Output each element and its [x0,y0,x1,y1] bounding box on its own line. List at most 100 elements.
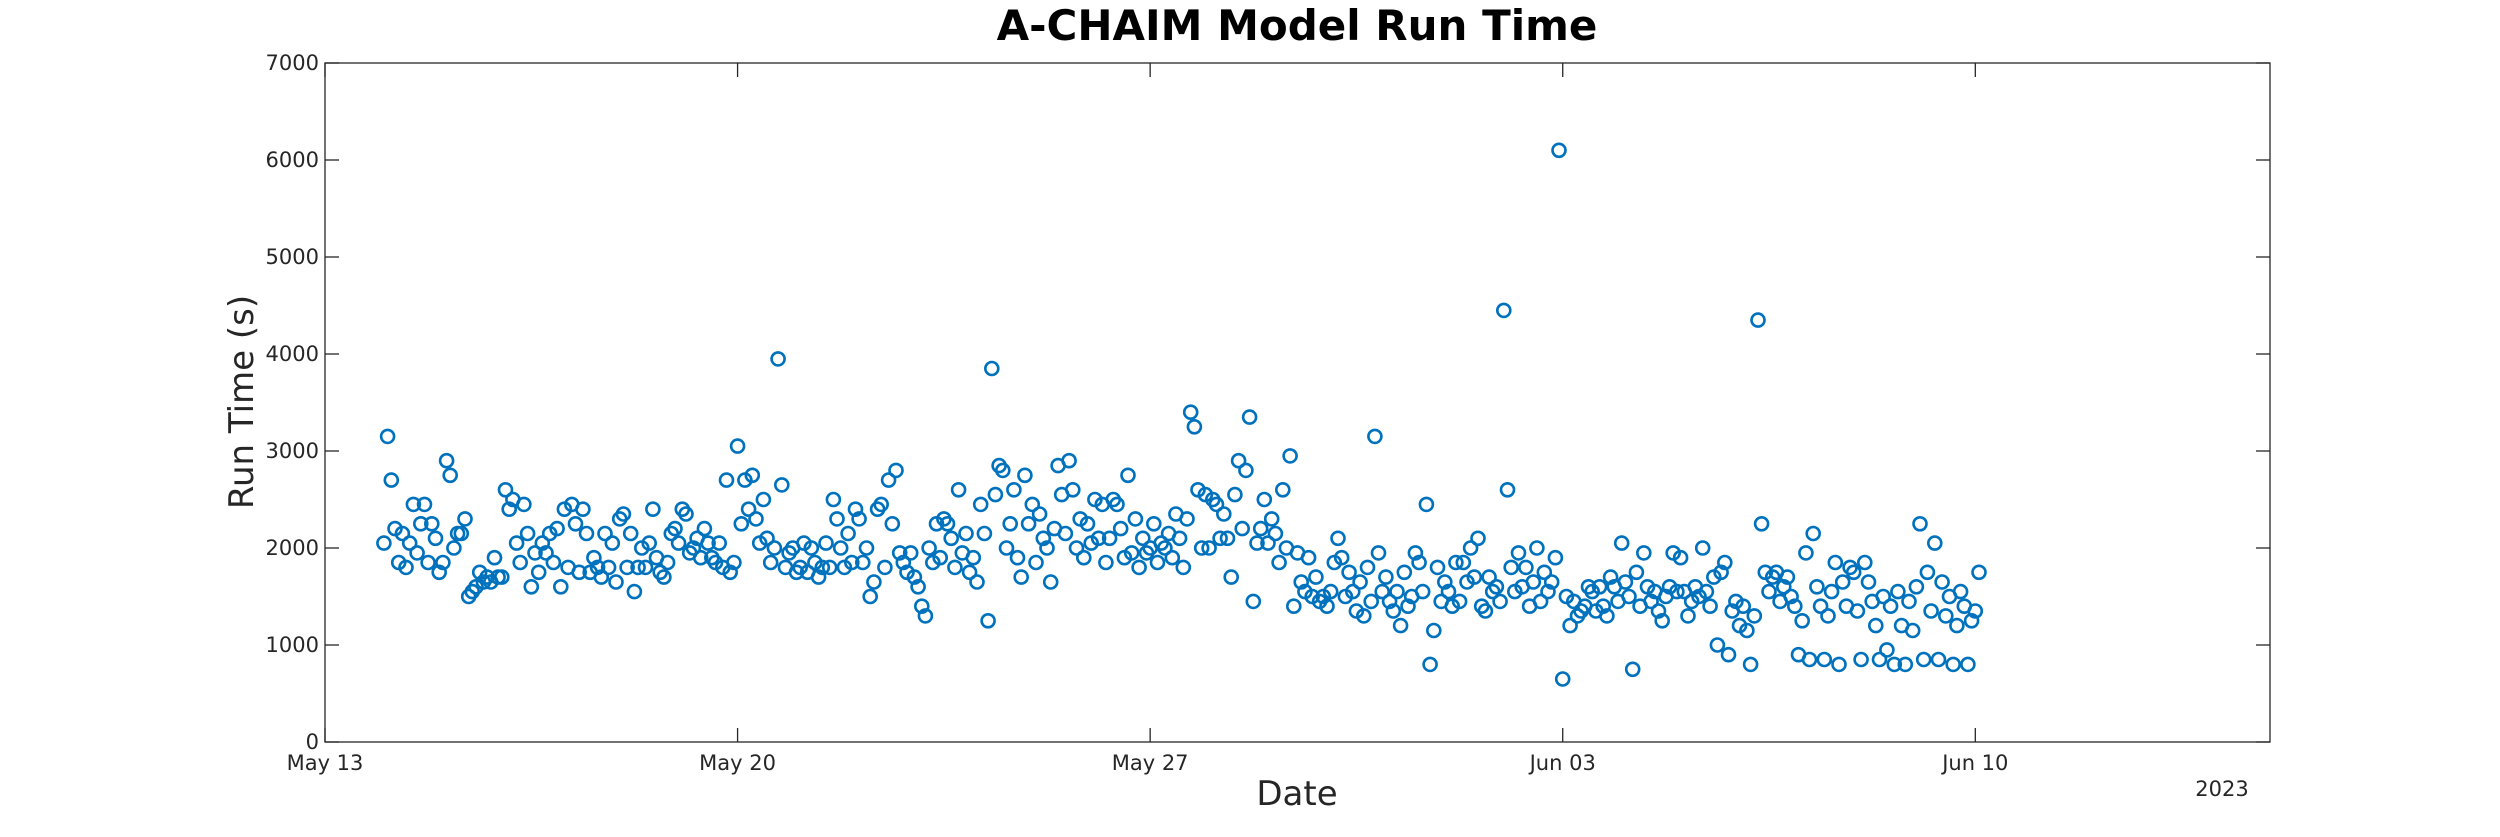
data-point [840,525,856,542]
data-point [748,511,764,527]
data-point [902,545,919,561]
data-point [1672,549,1689,566]
data-point [1801,651,1818,668]
data-point [1127,511,1144,527]
data-point [1039,540,1055,556]
data-point [1952,583,1969,600]
data-point [383,472,400,488]
data-point [1798,545,1814,561]
data-point [1857,554,1873,571]
data-point [1845,564,1862,581]
data-point [527,545,543,561]
data-point [1591,578,1608,595]
data-point [412,515,429,532]
data-point [435,554,451,571]
data-point [1919,564,1936,581]
data-point [519,525,536,542]
data-point [921,540,937,556]
data-point [821,559,838,576]
data-point [1621,588,1637,605]
data-point [1617,574,1634,590]
y-tick-label: 2000 [266,536,319,560]
data-point [431,564,448,581]
data-point [1503,559,1519,576]
data-point [670,535,687,551]
data-point [1385,603,1402,619]
data-point [1451,593,1468,610]
data-point [1175,559,1192,576]
data-point [608,574,624,590]
data-point [586,549,602,566]
data-point [1963,612,1980,629]
data-point [1098,554,1114,571]
data-point [1389,583,1405,600]
data-point [1879,642,1895,658]
data-point [895,554,912,571]
data-point [619,559,635,576]
data-point [1912,515,1928,532]
data-point [578,525,595,542]
data-point [1448,554,1464,571]
data-point [1179,511,1195,527]
data-point [998,540,1015,556]
x-tick-label: Jun 03 [1528,751,1596,775]
y-tick-label: 6000 [266,148,319,172]
data-point [1960,656,1976,673]
data-point [1529,540,1545,556]
y-axis-label: Run Time (s) [222,295,262,509]
data-point [1547,549,1564,566]
data-point [1271,554,1287,571]
data-point [1971,564,1987,581]
data-point [637,559,654,576]
data-point [1595,598,1611,615]
plot-area [324,62,2271,743]
data-point [567,515,584,532]
data-point [1164,549,1181,566]
data-point [1599,608,1615,624]
data-point [1532,593,1549,610]
data-point [1131,559,1147,576]
data-point [1499,481,1516,498]
data-point [773,477,790,493]
data-point [1437,574,1453,590]
data-point [1698,583,1715,600]
data-point [1709,637,1726,653]
data-point [1238,462,1254,479]
data-point [1396,564,1413,581]
data-point [1411,554,1427,571]
data-point [493,569,510,585]
data-point [972,496,989,513]
data-point [1820,608,1836,624]
data-point [641,535,658,551]
data-point [1429,559,1446,576]
data-point [1333,549,1350,566]
data-point [1927,535,1943,551]
data-point [803,540,820,556]
data-point [1783,588,1799,605]
data-point [1809,578,1825,595]
y-tick-label: 1000 [266,633,319,657]
data-point [880,472,897,488]
data-point [1481,569,1497,585]
data-point [943,530,960,547]
data-point [1230,452,1247,469]
data-point [759,530,775,547]
data-point [1680,608,1696,624]
data-point [1496,302,1512,319]
data-point [1492,593,1508,610]
data-point [1024,496,1041,513]
data-point [1787,598,1803,615]
data-point [1286,598,1302,615]
data-point [508,535,525,551]
data-point [512,554,529,571]
data-point [516,496,532,513]
data-point [1466,569,1483,585]
data-point [994,462,1011,479]
data-point [939,515,956,532]
data-point [1065,481,1081,498]
data-point [884,515,901,532]
data-point [659,554,676,571]
data-point [1827,554,1844,571]
data-point [379,428,396,445]
data-point [1035,530,1052,547]
